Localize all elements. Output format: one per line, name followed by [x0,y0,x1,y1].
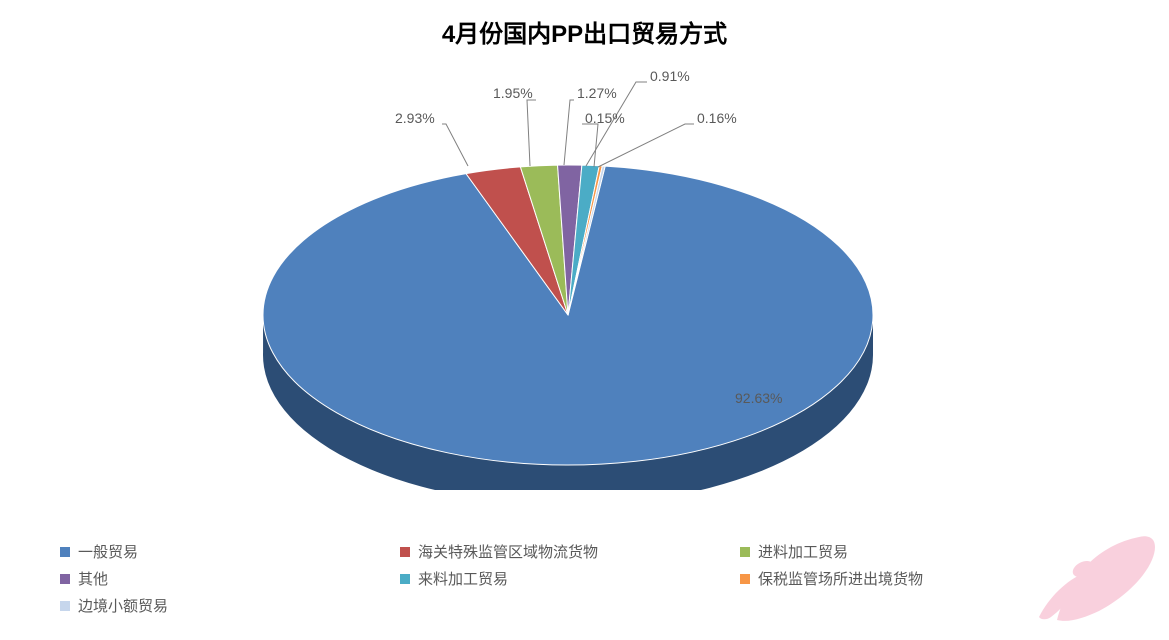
legend-swatch [740,574,750,584]
leader-line [564,100,574,165]
legend-item: 一般贸易 [60,541,400,562]
data-label: 92.63% [735,390,782,406]
legend-swatch [60,574,70,584]
chart-title: 4月份国内PP出口贸易方式 [0,14,1169,49]
legend-label: 其他 [78,568,108,589]
leader-line [598,124,694,167]
legend-item: 海关特殊监管区域物流货物 [400,541,740,562]
leader-line [527,100,536,166]
legend-swatch [60,601,70,611]
legend-item: 保税监管场所进出境货物 [740,568,1080,589]
legend: 一般贸易 海关特殊监管区域物流货物 进料加工贸易其他 来料加工贸易 保税监管场所进出境货… [60,535,1100,616]
legend-item: 其他 [60,568,400,589]
pie-chart: 92.63% 2.93% 1.95% 1.27% 0.91% 0.16% 0.15% [0,60,1169,490]
data-label: 1.27% [577,85,617,101]
legend-swatch [740,547,750,557]
leader-line [582,124,598,167]
data-label: 2.93% [395,110,435,126]
legend-item: 进料加工贸易 [740,541,1080,562]
data-label: 0.15% [585,110,625,126]
legend-label: 边境小额贸易 [78,595,168,616]
data-label: 0.91% [650,68,690,84]
data-label: 0.16% [697,110,737,126]
legend-swatch [60,547,70,557]
legend-label: 保税监管场所进出境货物 [758,568,923,589]
legend-label: 一般贸易 [78,541,138,562]
legend-label: 海关特殊监管区域物流货物 [418,541,598,562]
leader-line [442,124,468,166]
data-label: 1.95% [493,85,533,101]
legend-item: 边境小额贸易 [60,595,400,616]
legend-label: 进料加工贸易 [758,541,848,562]
legend-swatch [400,547,410,557]
legend-swatch [400,574,410,584]
legend-label: 来料加工贸易 [418,568,508,589]
legend-item: 来料加工贸易 [400,568,740,589]
